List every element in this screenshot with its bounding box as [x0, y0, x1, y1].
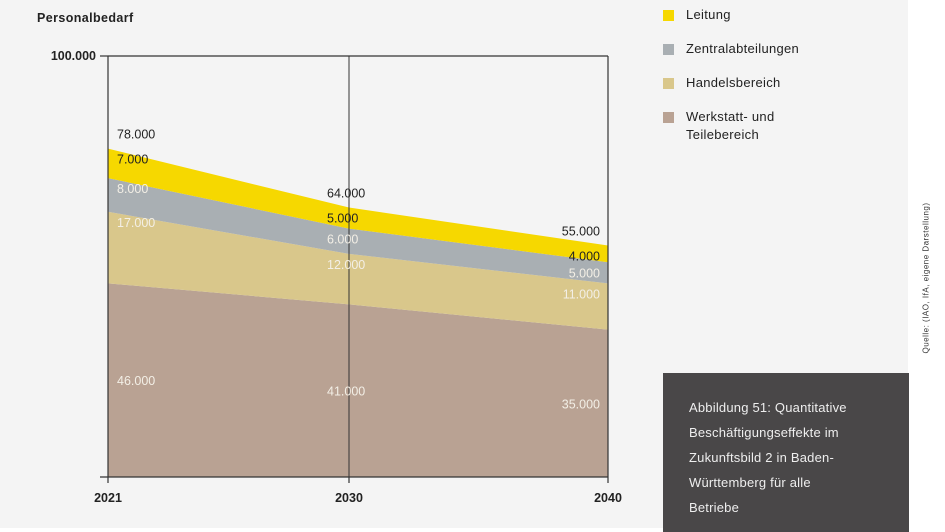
x-tick-label: 2040: [594, 491, 622, 505]
y-axis-label: Personalbedarf: [37, 11, 134, 25]
y-tick-label: 100.000: [51, 49, 96, 63]
legend-label: Werkstatt- und Teilebereich: [686, 108, 846, 144]
source-note: Quelle: (IAO, IfA, eigene Darstellung): [921, 202, 931, 354]
legend-swatch: [663, 112, 674, 123]
legend-label-line: Werkstatt- und: [686, 109, 775, 124]
data-label: 12.000: [327, 258, 365, 272]
area-werkstatt-und-teilebereich: [108, 283, 608, 477]
legend-label: Handelsbereich: [686, 75, 781, 90]
total-label: 64.000: [327, 187, 365, 201]
data-label: 7.000: [117, 153, 148, 167]
data-label: 4.000: [569, 249, 600, 263]
area-leitung: [108, 148, 608, 263]
caption-line: Beschäftigungseffekte im: [689, 425, 839, 440]
legend-label: Zentralabteilungen: [686, 41, 800, 56]
data-label: 17.000: [117, 216, 155, 230]
data-label: 5.000: [327, 212, 358, 226]
legend-swatch: [663, 10, 674, 21]
legend-label-line: Teilebereich: [686, 127, 759, 142]
caption-line: Zukunftsbild 2 in Baden-: [689, 450, 834, 465]
legend-label: Leitung: [686, 7, 731, 22]
caption-line: Betriebe: [689, 500, 740, 515]
data-label: 5.000: [569, 266, 600, 280]
data-label: 8.000: [117, 182, 148, 196]
data-label: 46.000: [117, 374, 155, 388]
area-zentralabteilungen: [108, 178, 608, 284]
total-label: 78.000: [117, 128, 155, 142]
total-label: 55.000: [562, 224, 600, 238]
x-tick-label: 2030: [335, 491, 363, 505]
data-label: 41.000: [327, 385, 365, 399]
data-label: 35.000: [562, 397, 600, 411]
data-label: 6.000: [327, 233, 358, 247]
caption-line: Abbildung 51: Quantitative: [689, 400, 847, 415]
area-handelsbereich: [108, 211, 608, 330]
caption-line: Württemberg für alle: [689, 475, 811, 490]
data-label: 11.000: [563, 287, 600, 301]
legend-swatch: [663, 44, 674, 55]
figure-caption: Abbildung 51: Quantitative Beschäftigung…: [663, 373, 909, 532]
x-tick-label: 2021: [94, 491, 122, 505]
legend-swatch: [663, 78, 674, 89]
